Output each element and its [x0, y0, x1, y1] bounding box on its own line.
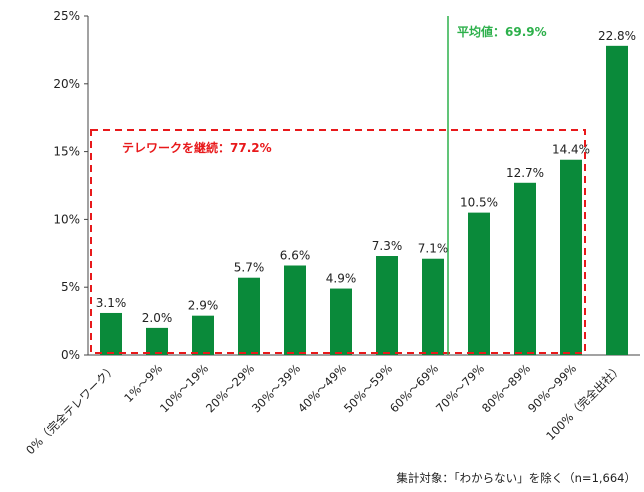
bar: [468, 212, 490, 355]
x-tick-label: 60%～69%: [387, 361, 441, 415]
data-label-group: 3.1% 2.0% 2.9% 5.7% 6.6% 4.9% 7.3% 7.1% 10.5% 12.…: [96, 29, 636, 325]
x-tick-label: 80%～89%: [479, 361, 533, 415]
data-label: 22.8%: [598, 29, 636, 43]
bar: [100, 312, 122, 355]
bar: [330, 288, 352, 355]
mean-line-label: 平均値：69.9%: [457, 24, 547, 39]
data-label: 4.9%: [326, 272, 357, 286]
y-tick-label: 15%: [53, 145, 80, 159]
y-tick-group: 0% 5% 10% 15% 20% 25%: [53, 9, 88, 362]
bar-group: [100, 45, 628, 355]
bar: [514, 182, 536, 355]
x-tick-label: 30%～39%: [249, 361, 303, 415]
y-tick-label: 20%: [53, 77, 80, 91]
bar: [606, 45, 628, 355]
bar: [284, 265, 306, 355]
x-tick-label: 20%～29%: [203, 361, 257, 415]
data-label: 5.7%: [234, 261, 265, 275]
x-tick-label: 70%～79%: [433, 361, 487, 415]
telework-continue-box: [90, 129, 586, 354]
y-tick-label: 10%: [53, 212, 80, 226]
y-tick-label: 25%: [53, 9, 80, 23]
footnote: 集計対象：「わからない」を除く（n=1,664）: [396, 471, 636, 485]
bar: [146, 327, 168, 355]
x-tick-label: 0%（完全テレワーク）: [23, 361, 119, 457]
bar: [376, 256, 398, 355]
data-label: 2.0%: [142, 311, 173, 325]
x-tick-label: 1%～9%: [121, 361, 165, 405]
x-tick-label-group: 0%（完全テレワーク） 1%～9%10%～19%20%～29%30%～39%40%…: [23, 361, 625, 457]
data-label: 14.4%: [552, 143, 590, 157]
x-tick-label: 100%（完全出社）: [543, 361, 625, 443]
data-label: 7.3%: [372, 239, 403, 253]
data-label: 7.1%: [418, 242, 449, 256]
x-tick-label: 50%～59%: [341, 361, 395, 415]
bar: [192, 315, 214, 355]
x-tick-label: 10%～19%: [157, 361, 211, 415]
bar: [422, 258, 444, 355]
telework-continue-label: テレワークを継続：77.2%: [122, 140, 272, 155]
data-label: 2.9%: [188, 299, 219, 313]
data-label: 10.5%: [460, 196, 498, 210]
x-tick-label: 40%～49%: [295, 361, 349, 415]
bar: [238, 277, 260, 355]
data-label: 12.7%: [506, 166, 544, 180]
data-label: 3.1%: [96, 296, 127, 310]
data-label: 6.6%: [280, 249, 311, 263]
y-tick-label: 0%: [61, 348, 80, 362]
bar: [560, 159, 582, 355]
y-tick-label: 5%: [61, 280, 80, 294]
